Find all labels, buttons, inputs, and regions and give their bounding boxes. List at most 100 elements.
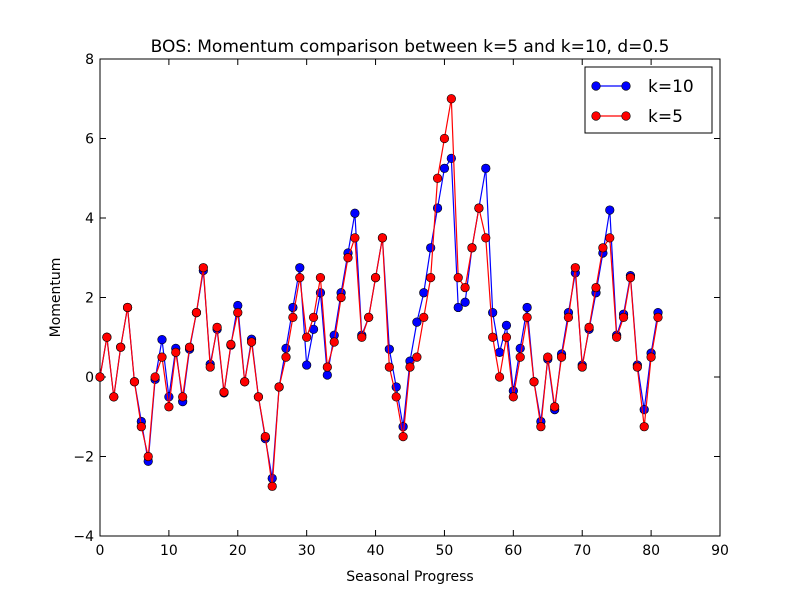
data-point [543, 352, 553, 362]
data-point [460, 297, 470, 307]
data-point [95, 372, 105, 382]
data-point [343, 253, 353, 263]
x-tick-label: 10 [160, 543, 178, 559]
data-point [350, 233, 360, 243]
data-point [501, 320, 512, 330]
x-tick-label: 90 [711, 543, 729, 559]
data-point [233, 308, 243, 318]
legend-marker [621, 81, 631, 91]
data-point [494, 372, 505, 382]
data-point [522, 312, 532, 322]
data-point [584, 322, 594, 332]
y-tick-label: 6 [85, 132, 94, 148]
x-tick-label: 80 [642, 543, 660, 559]
data-point [515, 343, 525, 353]
data-point [171, 347, 181, 357]
data-point [591, 282, 601, 293]
data-point [481, 163, 491, 173]
data-point [639, 422, 649, 432]
data-point [295, 273, 305, 283]
data-point [288, 302, 298, 313]
data-point [439, 163, 450, 173]
data-point [157, 335, 167, 345]
data-point [240, 377, 250, 387]
data-point [563, 312, 574, 322]
data-point [460, 282, 470, 293]
data-point [205, 362, 215, 372]
x-tick-label: 60 [504, 543, 522, 559]
x-tick-label: 20 [229, 543, 247, 559]
data-point [453, 302, 463, 313]
data-point [529, 377, 539, 387]
data-point [432, 203, 443, 213]
data-point [357, 332, 367, 342]
data-point [370, 273, 381, 283]
x-axis-label: Seasonal Progress [346, 569, 473, 585]
data-point [446, 153, 456, 163]
data-point [377, 233, 388, 243]
data-point [419, 288, 429, 298]
legend: k=10 k=5 [584, 66, 713, 134]
data-point [226, 339, 236, 350]
data-point [453, 273, 463, 283]
data-point [364, 312, 374, 322]
data-point [625, 273, 636, 283]
legend-marker [591, 81, 601, 91]
data-point [501, 332, 512, 342]
data-point [522, 302, 532, 313]
data-point [219, 387, 229, 397]
x-tick-label: 70 [573, 543, 591, 559]
data-point [178, 392, 188, 402]
x-tick-label: 50 [436, 543, 454, 559]
data-point [494, 347, 505, 357]
data-point [550, 402, 560, 412]
data-point [515, 352, 525, 362]
plot-area [99, 58, 721, 537]
data-point [129, 377, 140, 387]
data-point [281, 343, 291, 353]
data-point [653, 312, 663, 322]
legend-entry-label: k=10 [648, 77, 694, 97]
data-point [446, 94, 456, 104]
data-point [274, 382, 284, 392]
data-point [212, 322, 222, 332]
legend-marker [621, 111, 631, 121]
data-point [412, 317, 422, 327]
chart-title: BOS: Momentum comparison between k=5 and… [151, 37, 670, 57]
data-point [302, 332, 312, 342]
data-point [122, 302, 133, 313]
data-point [302, 360, 312, 370]
y-tick-label: 8 [85, 52, 94, 68]
data-point [281, 352, 291, 362]
data-point [536, 422, 546, 432]
data-point [253, 392, 264, 402]
data-point [329, 337, 339, 347]
data-point [432, 173, 443, 183]
data-point [605, 233, 615, 243]
data-point [508, 392, 518, 402]
data-point [556, 352, 567, 362]
data-point [308, 312, 319, 322]
data-point [157, 352, 167, 362]
data-point [336, 292, 346, 303]
data-point [116, 342, 126, 352]
data-point [136, 422, 146, 432]
data-point [198, 263, 208, 273]
data-point [405, 362, 415, 372]
legend-entry-label: k=5 [648, 107, 683, 127]
data-point [412, 352, 422, 362]
data-point [398, 432, 408, 442]
x-tick-label: 0 [96, 543, 105, 559]
data-point [322, 362, 332, 372]
y-tick-label: −2 [73, 450, 94, 466]
data-point [350, 208, 360, 218]
data-point [384, 362, 394, 372]
series-line [99, 98, 659, 487]
data-point [164, 402, 174, 412]
y-tick-label: 2 [85, 291, 94, 307]
data-point [109, 392, 119, 402]
legend-box [584, 66, 713, 134]
y-tick-label: 4 [85, 211, 94, 227]
data-point [267, 481, 277, 491]
data-point [102, 332, 112, 342]
